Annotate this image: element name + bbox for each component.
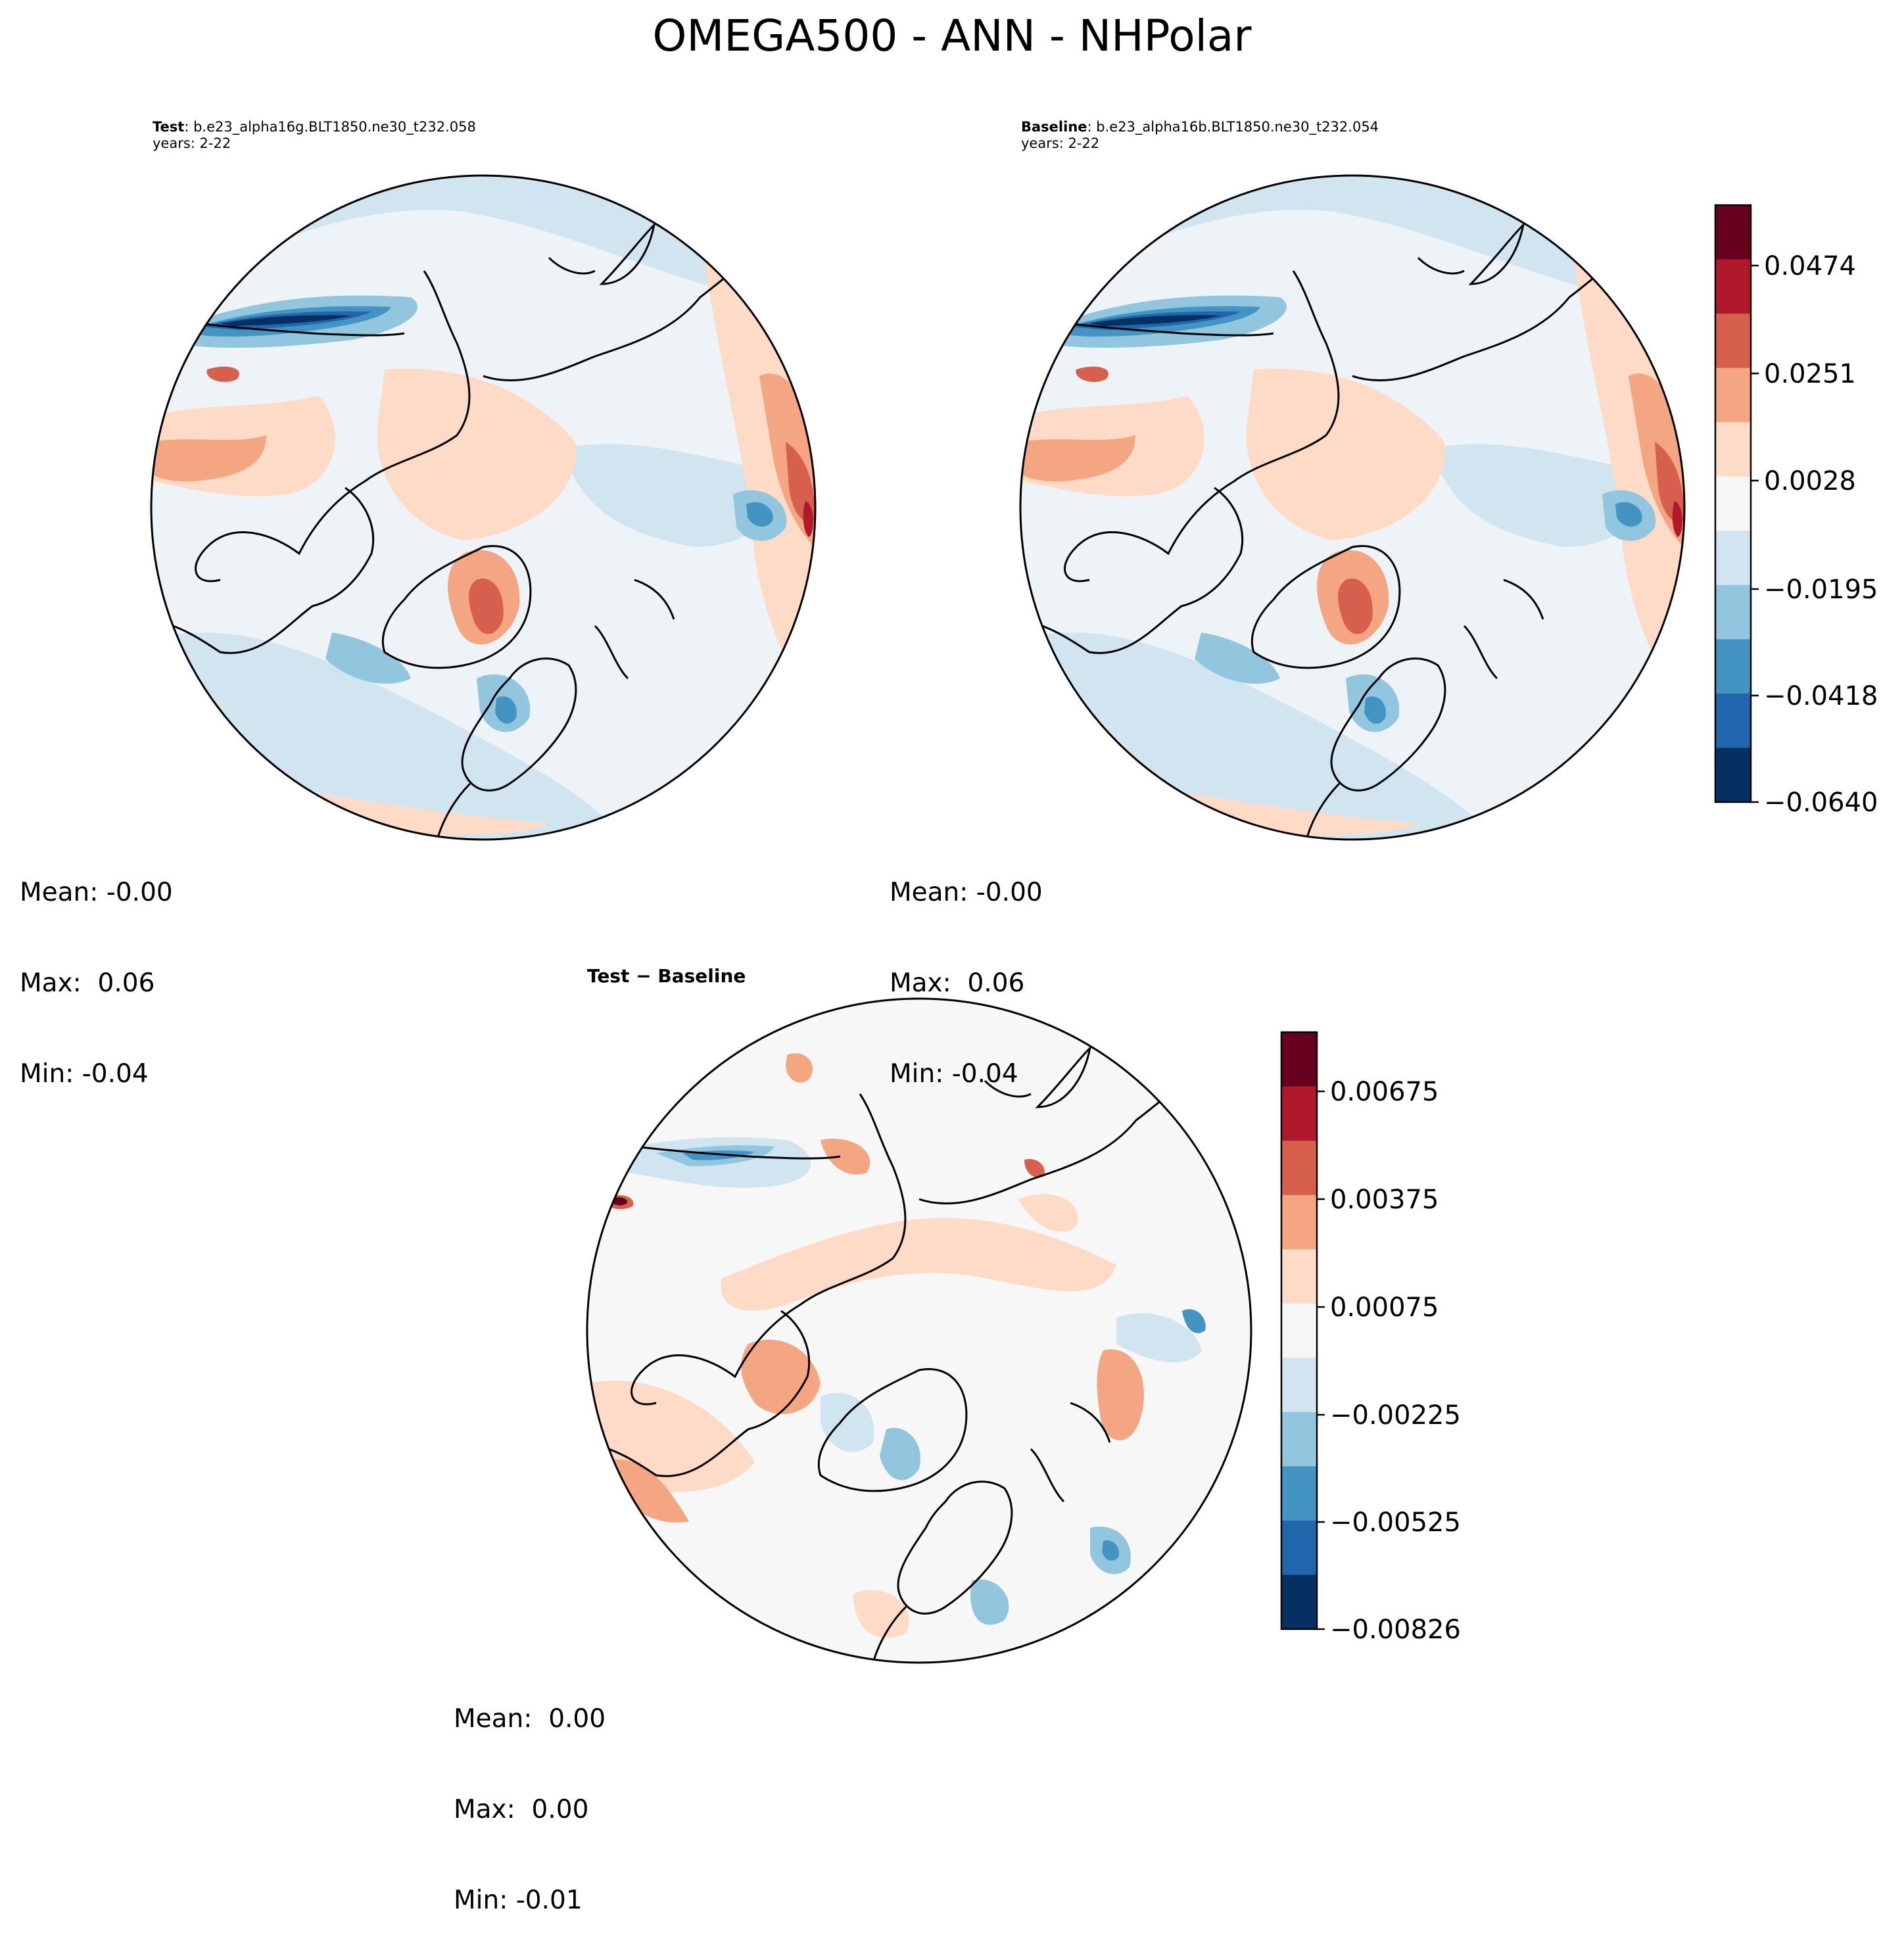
- main-colorbar-bin: [1715, 693, 1751, 748]
- main-colorbar-tick-label: −0.0640: [1764, 788, 1878, 818]
- diff-colorbar-bin: [1281, 1141, 1317, 1196]
- diff-colorbar-tick-label: −0.00225: [1330, 1400, 1461, 1431]
- main-colorbar-tick-label: −0.0195: [1764, 575, 1878, 605]
- main-colorbar-bin: [1715, 531, 1751, 586]
- diff-min: Min: -0.01: [454, 1886, 583, 1915]
- test-map: [150, 174, 817, 841]
- diff-colorbar-bin: [1281, 1412, 1317, 1467]
- main-colorbar-bin: [1715, 314, 1751, 369]
- baseline-map-boundary: [1019, 174, 1686, 841]
- diff-colorbar-bin: [1281, 1303, 1317, 1358]
- main-colorbar-bin: [1715, 639, 1751, 694]
- diff-colorbar-bin: [1281, 1520, 1317, 1575]
- diff-colorbar-tick-label: 0.00075: [1330, 1293, 1439, 1323]
- test-max: Max: 0.06: [20, 968, 155, 998]
- diff-colorbar-tick-label: −0.00525: [1330, 1507, 1461, 1538]
- diff-colorbar-bin: [1281, 1032, 1317, 1087]
- diff-stats: Mean: 0.00 Max: 0.00 Min: -0.01: [454, 1644, 606, 1946]
- main-colorbar-tick-label: −0.0418: [1764, 681, 1878, 711]
- diff-colorbar-bin: [1281, 1249, 1317, 1304]
- baseline-max: Max: 0.06: [890, 968, 1025, 998]
- baseline-years: years: 2-22: [1021, 135, 1100, 151]
- test-min: Min: -0.04: [20, 1059, 149, 1089]
- main-colorbar: 0.0474 0.0251 0.0028 −0.0195 −0.0418 −0.0640: [1714, 204, 1878, 818]
- diff-panel-title: Test − Baseline: [587, 965, 746, 987]
- main-colorbar-bin: [1715, 422, 1751, 477]
- baseline-case-name: : b.e23_alpha16b.BLT1850.ne30_t232.054: [1087, 119, 1379, 135]
- diff-colorbar-frame: [1280, 1031, 1318, 1630]
- test-stats: Mean: -0.00 Max: 0.06 Min: -0.04: [20, 817, 173, 1120]
- baseline-stats: Mean: -0.00 Max: 0.06 Min: -0.04: [890, 817, 1043, 1120]
- main-colorbar-tick-label: 0.0474: [1764, 251, 1856, 281]
- baseline-panel-title: Baseline: b.e23_alpha16b.BLT1850.ne30_t2…: [1021, 119, 1379, 152]
- diff-colorbar-tick-label: 0.00375: [1330, 1185, 1439, 1215]
- diff-colorbar: 0.00675 0.00375 0.00075 −0.00225 −0.00525 −0.…: [1280, 1031, 1461, 1645]
- test-mean: Mean: -0.00: [20, 878, 173, 907]
- diff-colorbar-bin: [1281, 1575, 1317, 1630]
- main-colorbar-bin: [1715, 259, 1751, 314]
- main-colorbar-bin: [1715, 205, 1751, 260]
- main-colorbar-tick-label: 0.0251: [1764, 359, 1856, 389]
- main-colorbar-bin: [1715, 368, 1751, 423]
- diff-max: Max: 0.00: [454, 1795, 589, 1824]
- diff-colorbar-bin: [1281, 1358, 1317, 1413]
- baseline-map: [1019, 174, 1686, 841]
- main-colorbar-tick-label: 0.0028: [1764, 466, 1856, 496]
- test-years: years: 2-22: [153, 135, 231, 151]
- diff-colorbar-bin: [1281, 1086, 1317, 1141]
- main-colorbar-bin: [1715, 584, 1751, 640]
- diff-colorbar-bin: [1281, 1195, 1317, 1250]
- diff-map-boundary: [586, 997, 1252, 1664]
- main-colorbar-bin: [1715, 748, 1751, 803]
- main-colorbar-bin: [1715, 476, 1751, 531]
- diff-colorbar-bin: [1281, 1466, 1317, 1521]
- test-map-boundary: [150, 174, 817, 841]
- diff-colorbar-tick-label: 0.00675: [1330, 1077, 1439, 1107]
- test-panel-title: Test: b.e23_alpha16g.BLT1850.ne30_t232.0…: [153, 119, 476, 152]
- diff-colorbar-tick-label: −0.00826: [1330, 1615, 1461, 1645]
- main-colorbar-frame: [1714, 204, 1752, 803]
- figure-title: OMEGA500 - ANN - NHPolar: [652, 11, 1252, 61]
- figure-canvas: 0.04740.02510.0028−0.0195−0.0418−0.0640 …: [150, 174, 1878, 1664]
- diff-map: [586, 997, 1252, 1664]
- test-case-name: : b.e23_alpha16g.BLT1850.ne30_t232.058: [184, 119, 476, 135]
- baseline-min: Min: -0.04: [890, 1059, 1018, 1089]
- baseline-label: Baseline: [1021, 119, 1087, 135]
- diff-mean: Mean: 0.00: [454, 1704, 606, 1734]
- test-label: Test: [153, 119, 185, 135]
- baseline-mean: Mean: -0.00: [890, 878, 1043, 907]
